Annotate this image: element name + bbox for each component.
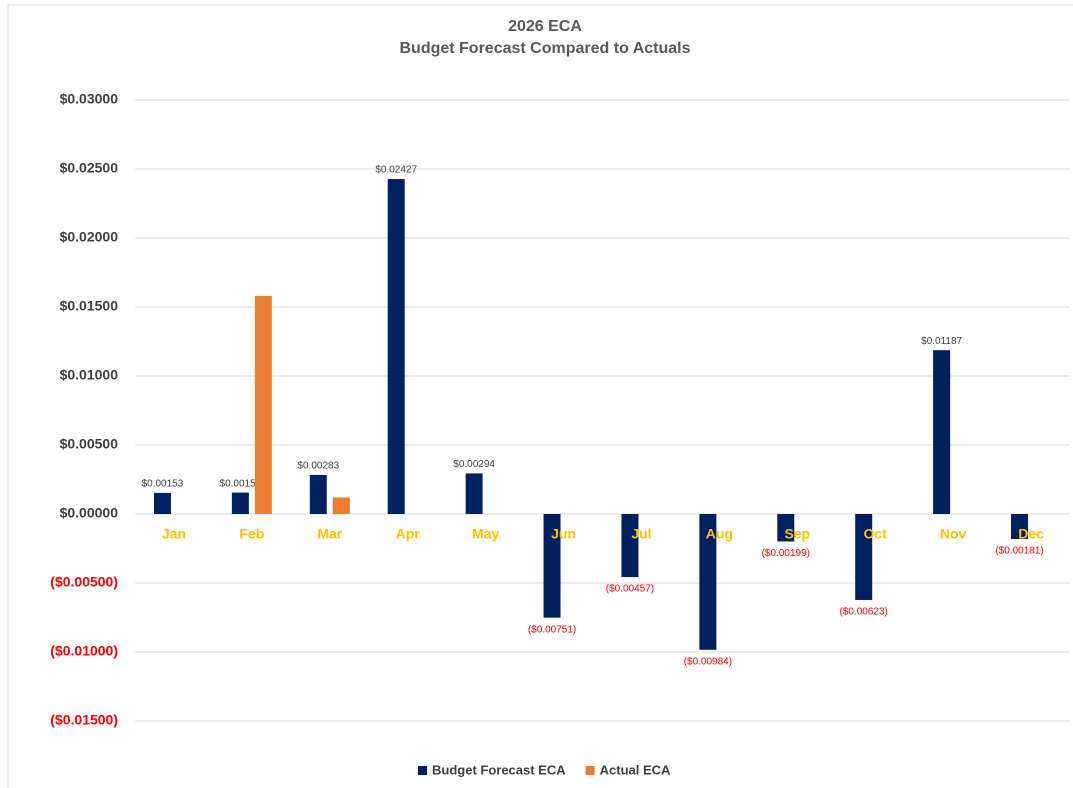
- x-tick-label: Jul: [631, 526, 651, 542]
- chart-subtitle: Budget Forecast Compared to Actuals: [399, 40, 690, 57]
- bar: [231, 492, 249, 514]
- y-tick-label: ($0.01500): [50, 712, 118, 728]
- legend-swatch: [585, 766, 595, 775]
- bar: [332, 497, 350, 514]
- legend-label: Budget Forecast ECA: [432, 762, 566, 777]
- data-label: ($0.00181): [995, 546, 1043, 557]
- bar: [933, 350, 951, 514]
- x-tick-label: Apr: [396, 526, 421, 542]
- y-tick-label: ($0.00500): [50, 574, 118, 590]
- x-tick-label: May: [472, 526, 499, 542]
- y-tick-label: $0.02000: [60, 229, 119, 245]
- bar: [699, 514, 717, 650]
- x-tick-label: Jun: [551, 526, 576, 542]
- bar: [153, 492, 171, 514]
- y-tick-label: $0.00500: [60, 436, 119, 452]
- y-tick-label: $0.00000: [60, 505, 119, 521]
- data-label: ($0.00751): [528, 624, 576, 635]
- bar: [309, 474, 327, 514]
- x-tick-label: Mar: [317, 526, 342, 542]
- x-tick-label: Jan: [162, 526, 186, 542]
- bar: [1011, 514, 1029, 539]
- x-tick-label: Nov: [940, 526, 967, 542]
- bar: [387, 179, 405, 514]
- y-tick-label: $0.02500: [60, 160, 119, 176]
- y-tick-label: $0.01000: [60, 367, 119, 383]
- bar: [465, 473, 483, 514]
- x-tick-label: Dec: [1018, 526, 1044, 542]
- data-label: $0.00155: [220, 478, 262, 489]
- data-label: $0.00283: [297, 461, 339, 472]
- x-tick-label: Feb: [239, 526, 264, 542]
- chart-title: 2026 ECA: [508, 18, 582, 35]
- data-label: $0.00153: [142, 479, 184, 490]
- data-label: ($0.00623): [840, 607, 888, 618]
- y-tick-label: $0.01500: [60, 298, 119, 314]
- x-tick-label: Oct: [864, 526, 888, 542]
- data-label: $0.02427: [375, 165, 417, 176]
- data-label: ($0.00457): [606, 584, 654, 595]
- legend-swatch: [418, 766, 427, 775]
- bar: [777, 514, 795, 542]
- data-label: $0.01187: [921, 336, 962, 347]
- data-label: ($0.00984): [684, 656, 732, 667]
- data-label: ($0.00199): [762, 548, 810, 559]
- x-tick-label: Sep: [784, 526, 810, 542]
- x-tick-label: Aug: [706, 526, 733, 542]
- bar: [621, 514, 639, 578]
- data-label: $0.00294: [453, 459, 495, 470]
- y-tick-label: ($0.01000): [50, 643, 118, 659]
- bar: [855, 514, 873, 600]
- bar: [543, 514, 561, 618]
- legend-label: Actual ECA: [600, 762, 671, 777]
- bar: [254, 295, 272, 514]
- y-tick-label: $0.03000: [60, 91, 119, 107]
